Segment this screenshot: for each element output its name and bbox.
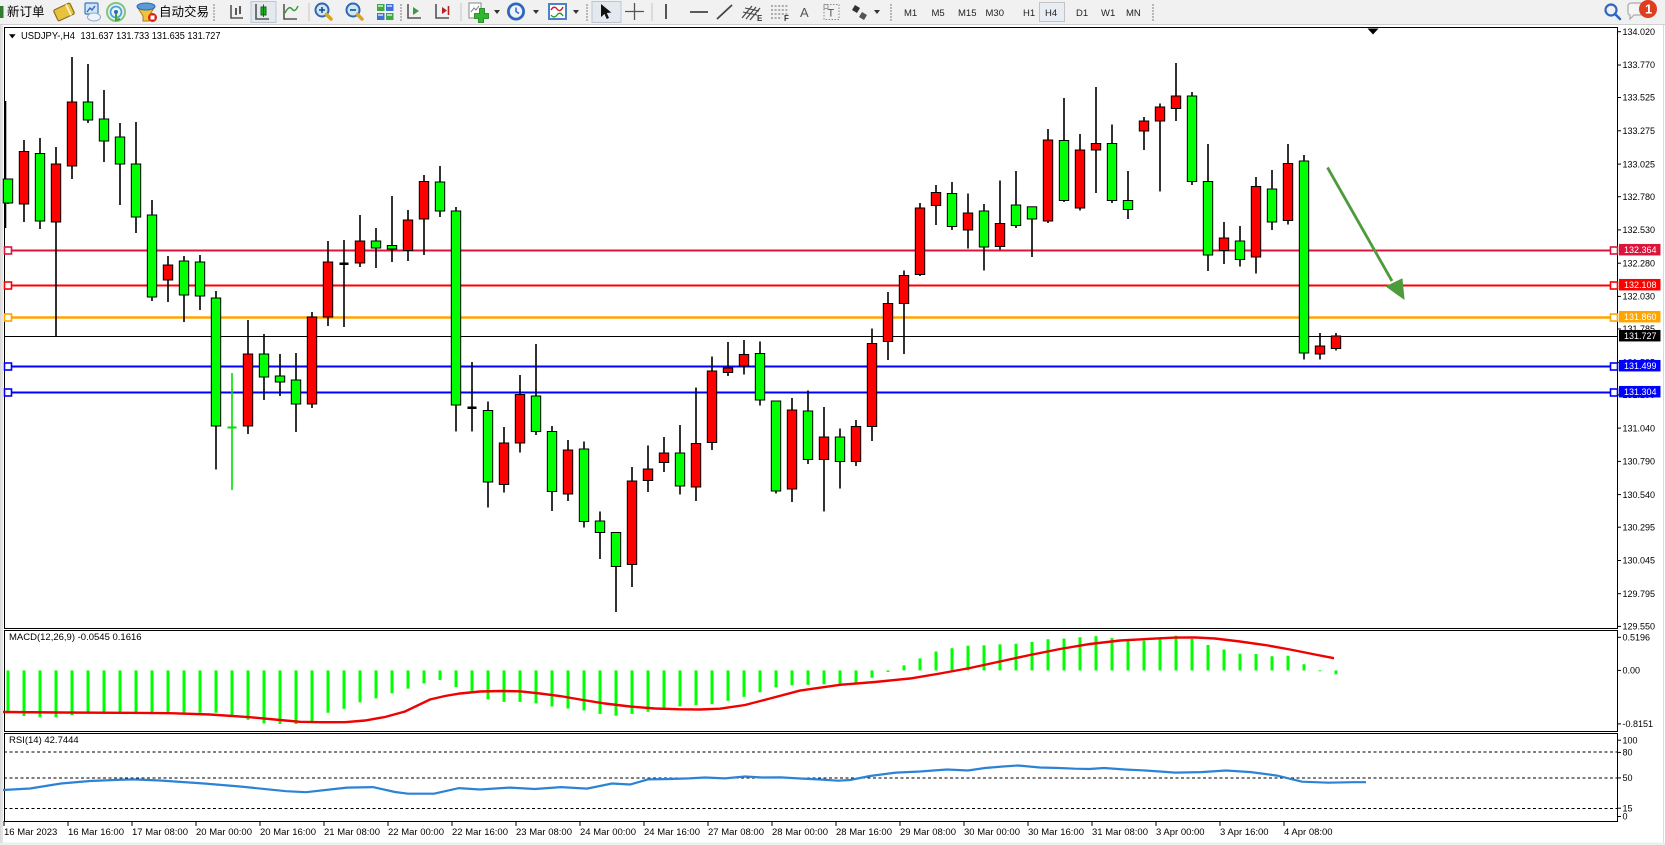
svg-text:USDJPY-,H4: USDJPY-,H4 bbox=[21, 31, 75, 42]
svg-text:130.295: 130.295 bbox=[1623, 522, 1656, 532]
svg-text:27 Mar 08:00: 27 Mar 08:00 bbox=[708, 827, 764, 838]
svg-text:23 Mar 08:00: 23 Mar 08:00 bbox=[516, 827, 572, 838]
svg-text:50: 50 bbox=[1623, 773, 1633, 783]
svg-text:133.770: 133.770 bbox=[1623, 60, 1656, 70]
svg-text:H4: H4 bbox=[1045, 8, 1057, 19]
svg-text:22 Mar 16:00: 22 Mar 16:00 bbox=[452, 827, 508, 838]
svg-text:H1: H1 bbox=[1023, 8, 1035, 19]
svg-text:W1: W1 bbox=[1101, 8, 1115, 19]
svg-text:M1: M1 bbox=[904, 8, 917, 19]
svg-text:131.637 131.733 131.635 131.72: 131.637 131.733 131.635 131.727 bbox=[81, 31, 221, 42]
svg-text:MN: MN bbox=[1126, 8, 1141, 19]
svg-text:新订单: 新订单 bbox=[7, 4, 45, 19]
svg-text:80: 80 bbox=[1623, 748, 1633, 758]
svg-text:131.040: 131.040 bbox=[1623, 423, 1656, 433]
svg-text:16 Mar 16:00: 16 Mar 16:00 bbox=[68, 827, 124, 838]
svg-text:0: 0 bbox=[1623, 812, 1628, 822]
svg-text:30 Mar 16:00: 30 Mar 16:00 bbox=[1028, 827, 1084, 838]
svg-text:RSI(14) 42.7444: RSI(14) 42.7444 bbox=[9, 735, 79, 746]
svg-text:MACD(12,26,9) -0.0545 0.1616: MACD(12,26,9) -0.0545 0.1616 bbox=[9, 632, 142, 643]
svg-text:130.790: 130.790 bbox=[1623, 457, 1656, 467]
svg-text:31 Mar 08:00: 31 Mar 08:00 bbox=[1092, 827, 1148, 838]
svg-text:29 Mar 08:00: 29 Mar 08:00 bbox=[900, 827, 956, 838]
svg-text:129.795: 129.795 bbox=[1623, 589, 1656, 599]
svg-text:20 Mar 16:00: 20 Mar 16:00 bbox=[260, 827, 316, 838]
svg-text:130.045: 130.045 bbox=[1623, 556, 1656, 566]
svg-text:M30: M30 bbox=[986, 8, 1004, 19]
svg-text:22 Mar 00:00: 22 Mar 00:00 bbox=[388, 827, 444, 838]
svg-text:15: 15 bbox=[1623, 803, 1633, 813]
svg-text:132.530: 132.530 bbox=[1623, 225, 1656, 235]
svg-text:3 Apr 16:00: 3 Apr 16:00 bbox=[1220, 827, 1269, 838]
svg-text:132.364: 132.364 bbox=[1624, 245, 1657, 255]
svg-text:自动交易: 自动交易 bbox=[159, 4, 209, 19]
svg-text:17 Mar 08:00: 17 Mar 08:00 bbox=[132, 827, 188, 838]
svg-text:21 Mar 08:00: 21 Mar 08:00 bbox=[324, 827, 380, 838]
svg-text:20 Mar 00:00: 20 Mar 00:00 bbox=[196, 827, 252, 838]
svg-text:M15: M15 bbox=[958, 8, 976, 19]
svg-text:M5: M5 bbox=[932, 8, 945, 19]
svg-text:133.525: 133.525 bbox=[1623, 93, 1656, 103]
svg-text:132.780: 132.780 bbox=[1623, 192, 1656, 202]
svg-text:1: 1 bbox=[1645, 2, 1652, 17]
svg-text:100: 100 bbox=[1623, 735, 1638, 745]
svg-text:-0.8151: -0.8151 bbox=[1623, 719, 1654, 729]
svg-text:132.030: 132.030 bbox=[1623, 292, 1656, 302]
svg-text:T: T bbox=[828, 8, 835, 20]
svg-text:0.5196: 0.5196 bbox=[1623, 633, 1651, 643]
svg-text:24 Mar 16:00: 24 Mar 16:00 bbox=[644, 827, 700, 838]
svg-text:A: A bbox=[800, 5, 809, 20]
svg-text:D1: D1 bbox=[1076, 8, 1088, 19]
svg-text:132.108: 132.108 bbox=[1624, 280, 1657, 290]
svg-text:133.025: 133.025 bbox=[1623, 159, 1656, 169]
svg-text:24 Mar 00:00: 24 Mar 00:00 bbox=[580, 827, 636, 838]
svg-text:30 Mar 00:00: 30 Mar 00:00 bbox=[964, 827, 1020, 838]
svg-text:4 Apr 08:00: 4 Apr 08:00 bbox=[1284, 827, 1333, 838]
svg-text:129.550: 129.550 bbox=[1623, 622, 1656, 632]
svg-text:28 Mar 00:00: 28 Mar 00:00 bbox=[772, 827, 828, 838]
svg-text:130.540: 130.540 bbox=[1623, 490, 1656, 500]
svg-text:132.280: 132.280 bbox=[1623, 258, 1656, 268]
svg-text:134.020: 134.020 bbox=[1623, 27, 1656, 37]
svg-text:131.785: 131.785 bbox=[1623, 324, 1656, 334]
svg-text:E: E bbox=[757, 14, 763, 23]
svg-text:131.499: 131.499 bbox=[1624, 361, 1657, 371]
svg-text:3 Apr 00:00: 3 Apr 00:00 bbox=[1156, 827, 1205, 838]
svg-text:F: F bbox=[784, 14, 789, 23]
svg-text:131.860: 131.860 bbox=[1624, 312, 1657, 322]
svg-text:133.275: 133.275 bbox=[1623, 126, 1656, 136]
svg-text:28 Mar 16:00: 28 Mar 16:00 bbox=[836, 827, 892, 838]
svg-text:0.00: 0.00 bbox=[1623, 666, 1641, 676]
svg-text:16 Mar 2023: 16 Mar 2023 bbox=[4, 827, 57, 838]
svg-text:131.727: 131.727 bbox=[1624, 331, 1657, 341]
svg-text:131.304: 131.304 bbox=[1624, 387, 1657, 397]
